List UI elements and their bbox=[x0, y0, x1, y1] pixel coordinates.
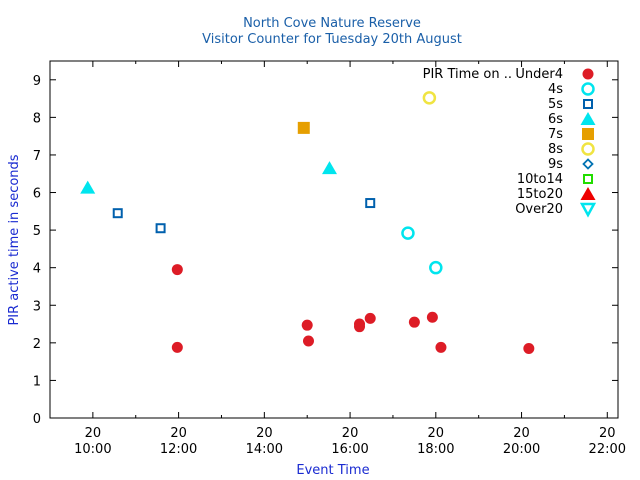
legend-marker bbox=[579, 202, 597, 218]
data-point-4s bbox=[429, 260, 443, 275]
x-tick-day-label: 20 bbox=[513, 426, 530, 441]
x-tick-day-label: 20 bbox=[428, 426, 445, 441]
legend-marker bbox=[583, 99, 593, 109]
data-point-under4 bbox=[354, 321, 366, 333]
legend-label: Over20 bbox=[515, 202, 563, 217]
legend-label: 6s bbox=[548, 112, 563, 127]
data-point-5s bbox=[155, 223, 166, 234]
x-tick-day-label: 20 bbox=[599, 426, 616, 441]
x-tick-time-label: 10:00 bbox=[74, 442, 111, 457]
legend-marker bbox=[581, 142, 595, 156]
legend-marker bbox=[580, 187, 596, 200]
legend-label: 15to20 bbox=[517, 187, 563, 202]
data-point-7s bbox=[297, 121, 310, 134]
data-point-under4 bbox=[301, 319, 313, 331]
legend-marker bbox=[583, 174, 593, 184]
legend-label: 5s bbox=[548, 97, 563, 112]
x-tick-time-label: 14:00 bbox=[246, 442, 283, 457]
legend-label: 10to14 bbox=[517, 172, 563, 187]
data-point-under4 bbox=[435, 341, 447, 353]
legend-title: PIR Time on .. bbox=[423, 67, 512, 82]
data-point-5s bbox=[365, 198, 376, 209]
data-point-under4 bbox=[171, 341, 183, 353]
x-tick-time-label: 20:00 bbox=[503, 442, 540, 457]
data-point-6s bbox=[80, 180, 96, 194]
chart-title: North Cove Nature Reserve bbox=[243, 16, 421, 31]
legend-marker bbox=[581, 82, 595, 96]
x-tick-day-label: 20 bbox=[85, 426, 102, 441]
plot-border bbox=[49, 60, 619, 419]
data-point-5s bbox=[112, 208, 123, 219]
chart-subtitle: Visitor Counter for Tuesday 20th August bbox=[202, 32, 462, 47]
x-tick-day-label: 20 bbox=[256, 426, 273, 441]
legend-marker bbox=[582, 158, 594, 170]
legend-marker bbox=[582, 68, 594, 80]
legend-marker bbox=[582, 128, 594, 140]
y-tick-label: 0 bbox=[33, 412, 41, 427]
y-tick-label: 5 bbox=[33, 224, 41, 239]
data-point-4s bbox=[401, 226, 415, 240]
legend-label: Under4 bbox=[515, 67, 563, 82]
data-point-8s bbox=[422, 91, 437, 105]
y-axis-label: PIR active time in seconds bbox=[7, 154, 22, 325]
legend-label: 9s bbox=[548, 157, 563, 172]
legend-marker bbox=[580, 112, 596, 125]
y-tick-label: 3 bbox=[33, 299, 41, 314]
data-point-under4 bbox=[302, 335, 314, 347]
y-tick-label: 8 bbox=[33, 111, 41, 126]
y-axis: 0 1 2 3 4 5 6 7 8 9 bbox=[33, 74, 618, 427]
data-point-6s bbox=[321, 161, 337, 175]
x-axis-label: Event Time bbox=[296, 463, 369, 478]
legend-label: 4s bbox=[548, 82, 563, 97]
y-tick-label: 6 bbox=[33, 187, 41, 202]
data-point-under4 bbox=[523, 342, 535, 354]
data-point-under4 bbox=[408, 316, 420, 328]
x-tick-day-label: 20 bbox=[342, 426, 359, 441]
x-axis: 2010:002012:002014:002016:002018:002020:… bbox=[49, 61, 626, 457]
legend-label: 7s bbox=[548, 127, 563, 142]
y-tick-label: 2 bbox=[33, 337, 41, 352]
y-tick-label: 9 bbox=[33, 74, 41, 89]
data-point-under4 bbox=[171, 264, 183, 276]
data-point-under4 bbox=[364, 312, 376, 324]
x-tick-day-label: 20 bbox=[170, 426, 187, 441]
x-tick-time-label: 12:00 bbox=[160, 442, 197, 457]
y-tick-label: 7 bbox=[33, 149, 41, 164]
y-tick-label: 4 bbox=[33, 262, 41, 277]
x-tick-time-label: 22:00 bbox=[589, 442, 626, 457]
legend-label: 8s bbox=[548, 142, 563, 157]
data-points bbox=[80, 91, 535, 354]
data-point-under4 bbox=[426, 311, 438, 323]
y-tick-label: 1 bbox=[33, 374, 41, 389]
x-tick-time-label: 16:00 bbox=[331, 442, 368, 457]
x-tick-time-label: 18:00 bbox=[417, 442, 454, 457]
